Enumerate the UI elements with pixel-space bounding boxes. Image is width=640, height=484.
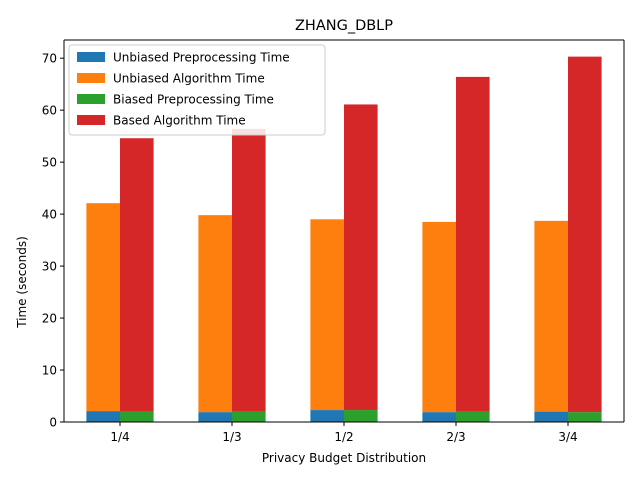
legend-label: Unbiased Algorithm Time — [113, 72, 265, 86]
y-tick-label: 40 — [42, 208, 57, 222]
x-tick-label: 3/4 — [558, 430, 577, 444]
legend-box — [68, 44, 326, 136]
y-tick-label: 30 — [42, 260, 57, 274]
y-tick-label: 70 — [42, 52, 57, 66]
axes-group: 0 10 20 30 40 50 60 70 1/4 1/3 1/2 2/3 3/4 — [42, 39, 625, 444]
bar-based-algorithm-time-2 — [344, 104, 378, 411]
y-tick-label: 50 — [42, 156, 57, 170]
bar-unbiased-algorithm-time-3 — [422, 221, 456, 413]
x-tick-label: 1/4 — [110, 430, 129, 444]
bar-based-algorithm-time-0 — [120, 138, 154, 412]
x-tick-label: 2/3 — [446, 430, 465, 444]
bar-unbiased-preprocessing-time-0 — [86, 411, 120, 422]
legend-swatch — [77, 52, 105, 62]
legend: Unbiased Preprocessing Time Unbiased Algo… — [68, 44, 326, 136]
y-tick-label: 60 — [42, 104, 57, 118]
legend-label: Biased Preprocessing Time — [113, 93, 274, 107]
y-tick-label: 10 — [42, 364, 57, 378]
legend-swatch — [77, 73, 105, 83]
bar-biased-preprocessing-time-1 — [232, 411, 266, 422]
bar-unbiased-algorithm-time-2 — [310, 219, 344, 411]
bar-unbiased-algorithm-time-4 — [534, 220, 568, 412]
x-axis-label: Privacy Budget Distribution — [262, 451, 426, 465]
y-axis-label: Time (seconds) — [15, 236, 29, 329]
x-tick-label: 1/2 — [334, 430, 353, 444]
y-tick-label: 0 — [49, 416, 57, 430]
legend-swatch — [77, 94, 105, 104]
bar-based-algorithm-time-1 — [232, 128, 266, 412]
bar-biased-preprocessing-time-2 — [344, 410, 378, 422]
bar-unbiased-algorithm-time-1 — [198, 215, 232, 413]
bar-unbiased-preprocessing-time-1 — [198, 412, 232, 422]
x-tick-label: 1/3 — [222, 430, 241, 444]
bar-unbiased-preprocessing-time-3 — [422, 412, 456, 422]
bar-based-algorithm-time-4 — [568, 56, 602, 413]
y-tick-label: 20 — [42, 312, 57, 326]
chart-title: ZHANG_DBLP — [295, 18, 393, 34]
legend-swatch — [77, 115, 105, 125]
bar-biased-preprocessing-time-4 — [568, 412, 602, 422]
bar-unbiased-algorithm-time-0 — [86, 203, 120, 412]
bar-unbiased-preprocessing-time-4 — [534, 411, 568, 422]
legend-label: Based Algorithm Time — [113, 114, 246, 128]
bars-group — [86, 56, 602, 422]
bar-unbiased-preprocessing-time-2 — [310, 410, 344, 422]
bar-based-algorithm-time-3 — [456, 76, 490, 412]
bar-biased-preprocessing-time-3 — [456, 411, 490, 422]
legend-label: Unbiased Preprocessing Time — [113, 51, 290, 65]
bar-biased-preprocessing-time-0 — [120, 411, 154, 422]
